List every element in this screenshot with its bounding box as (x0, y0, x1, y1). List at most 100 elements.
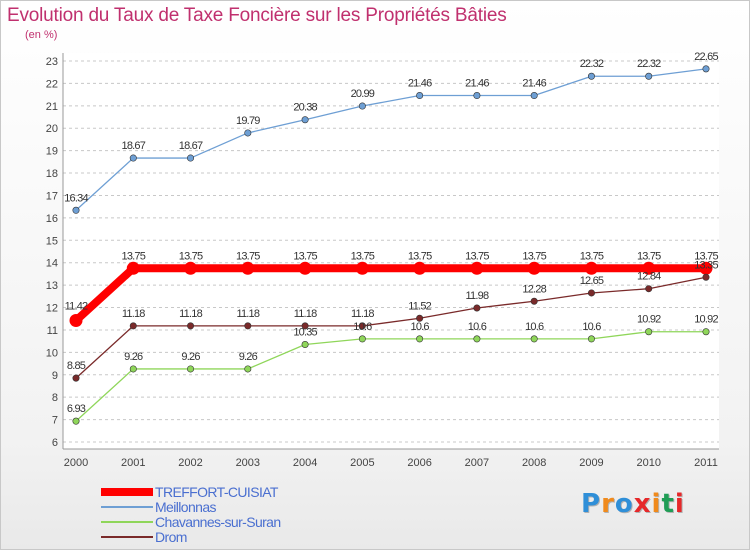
data-point (301, 341, 309, 349)
y-tick-label: 19 (46, 146, 58, 158)
logo-letter: r (601, 489, 615, 519)
data-point (184, 261, 198, 275)
y-tick-label: 6 (52, 437, 58, 449)
legend-label-drom: Drom (155, 529, 187, 545)
logo-letter: P (581, 489, 602, 519)
data-point (244, 322, 252, 330)
data-point (69, 314, 83, 328)
data-point (72, 417, 80, 425)
legend-swatch-meillonnas (101, 506, 153, 508)
data-point (301, 322, 309, 330)
data-label: 11.18 (236, 308, 259, 320)
data-label: 9.26 (124, 351, 143, 363)
data-label: 12.84 (637, 271, 661, 283)
data-label: 13.75 (580, 250, 604, 262)
data-point (416, 335, 424, 343)
data-label: 8.85 (67, 360, 86, 372)
data-label: 12.28 (522, 283, 546, 295)
y-tick-label: 22 (46, 78, 58, 90)
y-tick-label: 23 (46, 56, 58, 68)
y-tick-label: 20 (46, 123, 58, 135)
chart-title: Evolution du Taux de Taxe Foncière sur l… (7, 5, 507, 26)
data-label: 11.52 (408, 300, 431, 312)
y-tick-label: 7 (52, 415, 58, 427)
data-point (702, 65, 710, 73)
data-point (187, 322, 195, 330)
data-label: 11.18 (294, 308, 317, 320)
logo-letter: t (661, 489, 675, 519)
data-point (298, 261, 312, 275)
data-label: 13.75 (465, 250, 489, 262)
data-label: 21.46 (465, 78, 489, 90)
data-label: 11.18 (351, 308, 374, 320)
data-point (584, 261, 598, 275)
x-tick-label: 2000 (64, 457, 88, 469)
data-label: 10.6 (353, 321, 372, 333)
data-point (470, 261, 484, 275)
data-point (702, 273, 710, 281)
data-label: 10.6 (525, 321, 544, 333)
data-label: 21.46 (522, 78, 546, 90)
data-point (355, 261, 369, 275)
x-tick-label: 2003 (236, 457, 260, 469)
legend-swatch-treffort-cuisiat (101, 488, 153, 496)
data-label: 13.35 (694, 259, 718, 271)
data-point (126, 261, 140, 275)
data-label: 21.46 (408, 78, 432, 90)
data-point (473, 92, 481, 100)
data-point (527, 261, 541, 275)
series-line-drom (75, 276, 707, 379)
data-label: 9.26 (181, 351, 200, 363)
legend-item-chavannes-sur-suran[interactable]: Chavannes-sur-Suran (101, 515, 401, 529)
y-tick-label: 14 (46, 258, 58, 270)
data-label: 16.34 (64, 192, 88, 204)
y-tick-label: 10 (46, 347, 58, 359)
data-label: 13.75 (637, 250, 661, 262)
data-label: 19.79 (236, 115, 260, 127)
data-point (416, 314, 424, 322)
data-point (416, 92, 424, 100)
data-label: 20.99 (351, 88, 375, 100)
data-point (358, 102, 366, 110)
data-label: 13.75 (694, 250, 718, 262)
data-label: 12.65 (580, 275, 604, 287)
legend-label-treffort-cuisiat: TREFFORT-CUISIAT (155, 484, 278, 500)
data-point (642, 261, 656, 275)
data-label: 13.75 (236, 250, 260, 262)
data-label: 10.6 (411, 321, 430, 333)
legend-swatch-drom (101, 536, 153, 538)
y-tick-label: 21 (46, 101, 58, 113)
data-point (530, 297, 538, 305)
data-point (587, 289, 595, 297)
data-label: 9.26 (239, 351, 258, 363)
y-tick-label: 17 (46, 190, 58, 202)
data-point (413, 261, 427, 275)
data-point (587, 335, 595, 343)
legend-item-treffort-cuisiat[interactable]: TREFFORT-CUISIAT (101, 485, 401, 499)
proxiti-logo: Proxiti (581, 489, 685, 519)
chart-unit-label: (en %) (25, 29, 58, 41)
data-label: 13.75 (522, 250, 546, 262)
data-point (358, 322, 366, 330)
series-line-chavannes-sur-suran (75, 331, 706, 422)
data-point (645, 328, 653, 336)
data-point (702, 328, 710, 336)
data-label: 18.67 (122, 140, 146, 152)
data-point (301, 116, 309, 124)
data-point (473, 304, 481, 312)
data-point (72, 374, 80, 382)
x-tick-label: 2005 (350, 457, 374, 469)
legend-item-drom[interactable]: Drom (101, 530, 401, 544)
x-tick-label: 2006 (407, 457, 431, 469)
data-point (473, 335, 481, 343)
data-label: 11.18 (179, 308, 202, 320)
data-point (241, 261, 255, 275)
y-tick-label: 9 (52, 370, 58, 382)
data-label: 13.75 (351, 250, 375, 262)
legend-item-meillonnas[interactable]: Meillonnas (101, 500, 401, 514)
data-point (530, 92, 538, 100)
x-tick-label: 2007 (465, 457, 489, 469)
legend-swatch-chavannes-sur-suran (101, 521, 153, 523)
x-tick-label: 2002 (178, 457, 202, 469)
